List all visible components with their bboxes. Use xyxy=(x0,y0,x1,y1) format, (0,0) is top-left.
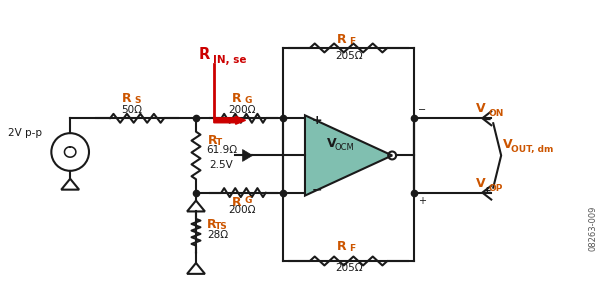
Text: R: R xyxy=(337,240,347,253)
Text: IN, se: IN, se xyxy=(213,55,246,65)
Text: OUT, dm: OUT, dm xyxy=(511,146,554,154)
Text: G: G xyxy=(245,196,252,204)
Text: R: R xyxy=(208,133,217,146)
Text: TS: TS xyxy=(215,222,228,231)
Text: 205Ω: 205Ω xyxy=(335,263,362,273)
Text: R: R xyxy=(337,33,347,46)
Text: 08263-009: 08263-009 xyxy=(588,206,597,251)
Text: V: V xyxy=(327,137,336,149)
Text: F: F xyxy=(350,244,356,253)
Text: F: F xyxy=(350,37,356,46)
Text: 2V p-p: 2V p-p xyxy=(8,128,42,138)
Text: R: R xyxy=(232,92,242,105)
Text: R: R xyxy=(232,196,242,209)
Text: V: V xyxy=(476,102,486,115)
Text: 205Ω: 205Ω xyxy=(335,51,362,61)
Text: −: − xyxy=(312,183,322,196)
Text: OP: OP xyxy=(488,184,503,193)
Text: R: R xyxy=(122,92,132,105)
Text: 200Ω: 200Ω xyxy=(228,205,256,216)
Text: +: + xyxy=(483,186,491,196)
Text: R: R xyxy=(207,218,217,231)
Text: ON: ON xyxy=(488,109,504,118)
Text: 200Ω: 200Ω xyxy=(228,105,256,115)
Text: G: G xyxy=(245,96,252,105)
Text: 61.9Ω: 61.9Ω xyxy=(206,146,237,156)
Text: 2.5V: 2.5V xyxy=(209,160,232,170)
Text: +: + xyxy=(418,196,426,206)
Text: 50Ω: 50Ω xyxy=(121,105,142,115)
Polygon shape xyxy=(243,149,253,161)
Text: +: + xyxy=(312,114,322,127)
Text: −: − xyxy=(483,115,491,125)
Text: V: V xyxy=(503,139,513,152)
Text: R: R xyxy=(198,47,210,62)
Text: OCM: OCM xyxy=(334,143,354,153)
Polygon shape xyxy=(305,115,392,196)
Text: −: − xyxy=(418,105,426,115)
Text: T: T xyxy=(216,137,222,146)
Text: S: S xyxy=(135,96,141,105)
Text: 28Ω: 28Ω xyxy=(207,230,228,240)
Text: V: V xyxy=(476,177,486,190)
FancyArrow shape xyxy=(214,116,246,124)
